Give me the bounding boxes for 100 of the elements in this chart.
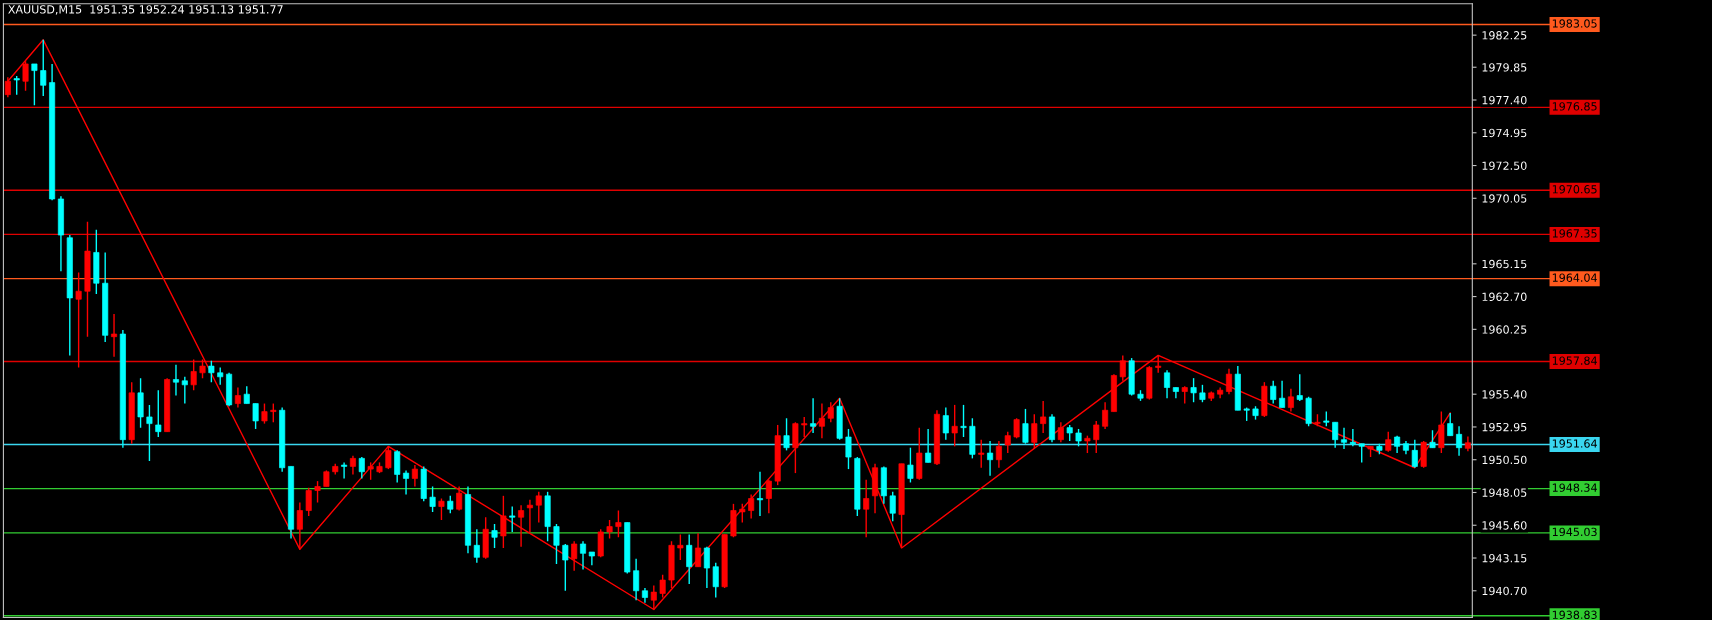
candlestick xyxy=(942,406,949,441)
candlestick xyxy=(305,487,312,517)
y-tick-label: 1979.85 xyxy=(1482,63,1527,72)
candlestick xyxy=(1270,380,1277,405)
candlestick xyxy=(703,545,710,589)
candlestick xyxy=(1049,413,1056,444)
y-tick-label: 1948.05 xyxy=(1482,488,1527,497)
y-tick-label: 1965.15 xyxy=(1482,259,1527,269)
candlestick xyxy=(1341,426,1348,450)
candlestick xyxy=(438,497,445,521)
candlestick xyxy=(712,561,719,599)
candlestick xyxy=(261,402,268,425)
candlestick xyxy=(341,461,348,480)
candlestick xyxy=(1296,373,1303,402)
candlestick xyxy=(358,456,365,480)
chart-title: XAUUSD,M15 1951.35 1952.24 1951.13 1951.77 xyxy=(8,5,283,15)
candlestick xyxy=(1332,421,1339,449)
candlestick xyxy=(385,445,392,470)
candlestick xyxy=(1447,412,1454,437)
candlestick xyxy=(1411,438,1418,469)
candlestick xyxy=(580,540,587,571)
candlestick xyxy=(509,505,516,533)
ref-line-label: 1948.34 xyxy=(1552,483,1597,492)
candlestick xyxy=(615,509,622,538)
ref-line-label: 1976.85 xyxy=(1552,102,1597,111)
candlestick xyxy=(960,404,967,438)
candlestick xyxy=(146,404,153,462)
y-tick-label: 1950.50 xyxy=(1482,455,1527,465)
candlestick xyxy=(40,39,47,97)
candlestick xyxy=(801,416,808,438)
candlestick xyxy=(571,540,578,572)
ref-line-label: 1970.65 xyxy=(1552,185,1597,194)
candlestick xyxy=(1279,380,1286,409)
ref-line-label: 1938.83 xyxy=(1552,610,1597,620)
candlestick xyxy=(314,480,321,504)
candlestick xyxy=(172,364,179,397)
candlestick xyxy=(526,499,533,533)
candlestick xyxy=(659,574,666,599)
candlestick xyxy=(349,455,356,476)
candlestick xyxy=(270,402,277,423)
ref-line-label: 1964.04 xyxy=(1552,273,1597,282)
candlestick xyxy=(810,397,817,434)
candlestick xyxy=(199,358,206,379)
candlestick xyxy=(411,464,418,488)
candlestick xyxy=(473,528,480,564)
y-tick-label: 1955.40 xyxy=(1482,390,1527,399)
y-tick-label: 1970.05 xyxy=(1482,194,1527,203)
y-tick-label: 1982.25 xyxy=(1482,31,1527,40)
candlestick xyxy=(562,543,569,592)
candlestick xyxy=(995,440,1002,469)
candlestick xyxy=(181,376,188,405)
candlestick xyxy=(686,533,693,585)
candlestick xyxy=(394,449,401,484)
candlestick xyxy=(13,75,20,96)
candlestick xyxy=(22,60,29,92)
candlestick xyxy=(827,401,834,423)
candlestick xyxy=(1349,428,1356,448)
candlestick xyxy=(695,532,702,568)
candlestick xyxy=(633,557,640,601)
candlestick xyxy=(1190,377,1197,403)
candlestick xyxy=(456,485,463,512)
y-tick-label: 1940.70 xyxy=(1482,586,1527,596)
candlestick xyxy=(1102,401,1109,430)
candlestick xyxy=(1225,368,1232,395)
y-tick-label: 1962.70 xyxy=(1482,292,1527,301)
candlestick xyxy=(500,495,507,549)
candlestick xyxy=(756,471,763,517)
candlestick xyxy=(845,428,852,470)
candlestick xyxy=(111,313,118,358)
y-tick-label: 1960.25 xyxy=(1482,325,1527,334)
candlestick xyxy=(1385,430,1392,453)
candlestick xyxy=(403,469,410,496)
y-tick-label: 1945.60 xyxy=(1482,521,1527,530)
candlestick xyxy=(907,446,914,484)
candlestick xyxy=(296,501,303,551)
y-tick-label: 1952.95 xyxy=(1482,422,1527,432)
y-tick-label: 1943.15 xyxy=(1482,553,1527,563)
ref-line-label: 1967.35 xyxy=(1552,229,1597,238)
candlestick xyxy=(1456,425,1463,457)
candlestick xyxy=(1358,442,1365,464)
candlestick xyxy=(31,63,38,107)
candlestick xyxy=(925,428,932,464)
candlestick xyxy=(1164,369,1171,399)
candlestick xyxy=(535,491,542,524)
candlestick xyxy=(1438,410,1445,454)
candlestick xyxy=(1093,420,1100,454)
candlestick xyxy=(1155,354,1162,374)
candlestick xyxy=(951,404,958,448)
candlestick xyxy=(1040,400,1047,434)
candlestick xyxy=(783,417,790,452)
candlestick xyxy=(491,523,498,549)
candlestick xyxy=(987,440,994,477)
ref-line-label: 1951.64 xyxy=(1552,439,1597,448)
candlestick xyxy=(234,386,241,409)
y-tick-label: 1972.50 xyxy=(1482,161,1527,170)
candlestick xyxy=(978,438,985,469)
candlestick xyxy=(190,358,197,391)
candlestick xyxy=(155,389,162,438)
candlestick xyxy=(252,402,259,430)
y-tick-label: 1974.95 xyxy=(1482,128,1527,138)
